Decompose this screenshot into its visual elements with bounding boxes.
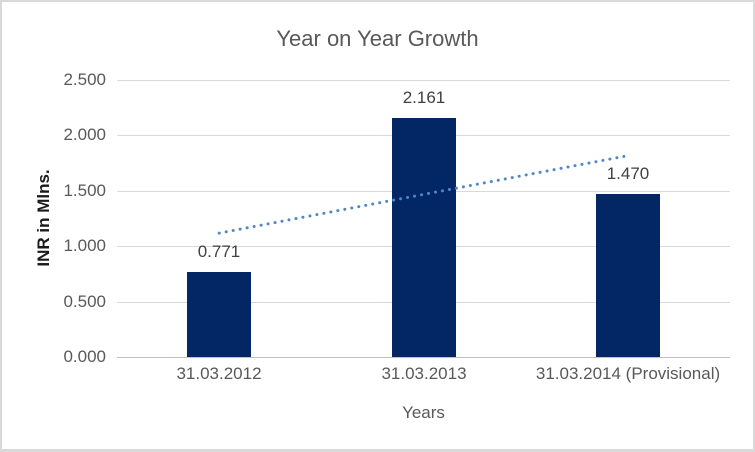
bar-data-label: 1.470 [606,164,650,183]
y-tick-label: 2.500 [63,70,106,89]
chart-title: Year on Year Growth [276,26,479,51]
gridline [117,80,730,81]
y-tick-label: 0.000 [63,347,106,366]
bar [187,272,251,357]
x-axis-title: Years [402,403,445,422]
x-axis-line [117,357,730,358]
bar [596,194,660,357]
x-category-label: 31.03.2012 [176,364,262,383]
bar [392,118,456,357]
x-category-label: 31.03.2013 [381,364,467,383]
y-tick-label: 0.500 [63,292,106,311]
y-tick-label: 1.500 [63,181,106,200]
y-tick-label: 2.000 [63,125,106,144]
x-category-label: 31.03.2014 (Provisional) [535,364,721,383]
bar-data-label: 0.771 [197,242,241,261]
y-tick-label: 1.000 [63,236,106,255]
bar-data-label: 2.161 [402,88,446,107]
